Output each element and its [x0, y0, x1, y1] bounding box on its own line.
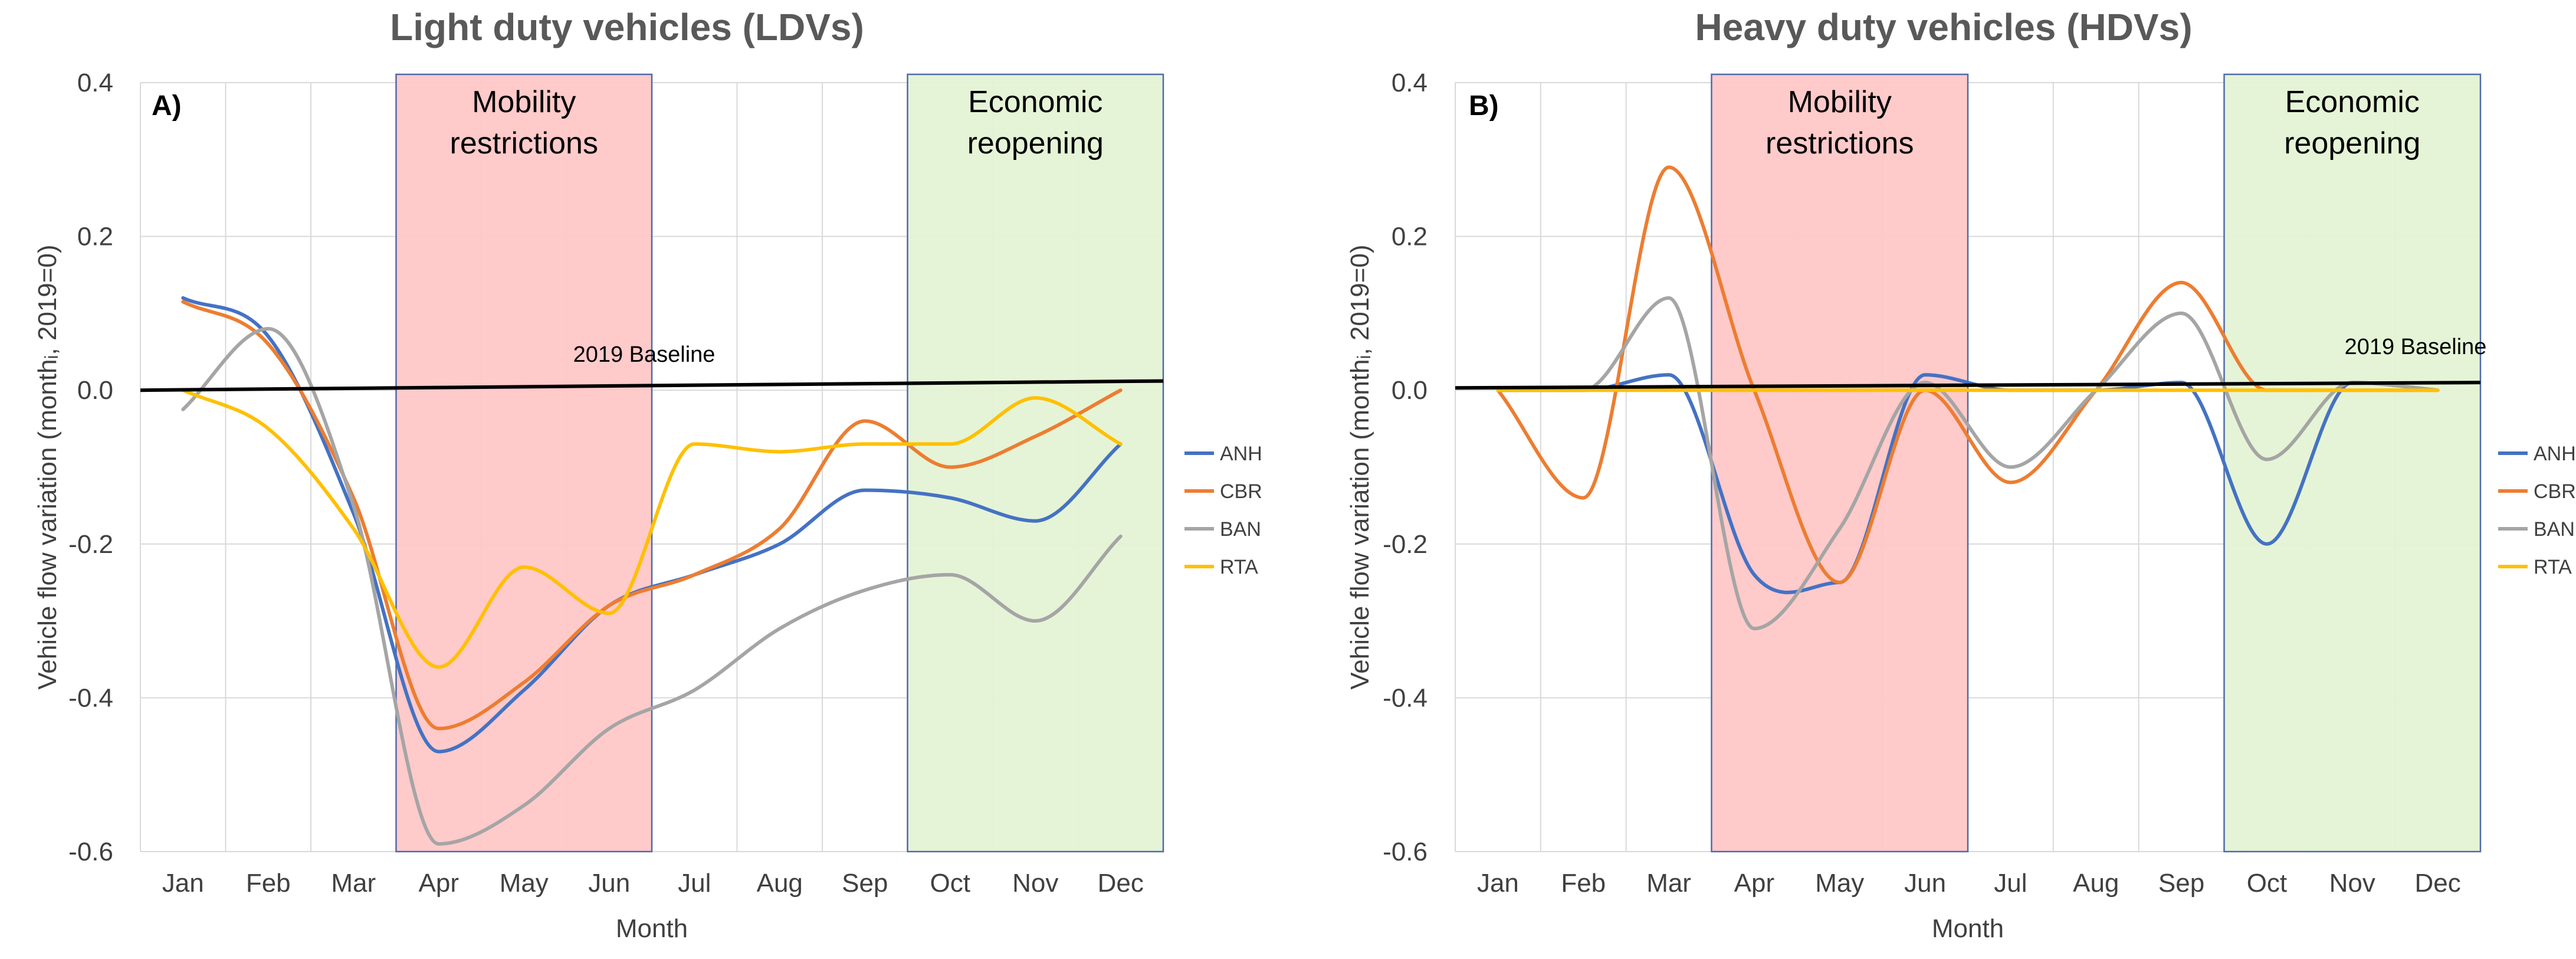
legend-label: ANH — [2534, 443, 2576, 465]
x-axis-label: Month — [616, 914, 688, 943]
y-tick-label: -0.4 — [1383, 683, 1428, 712]
x-tick-label: Oct — [930, 869, 970, 898]
x-tick-label: Jul — [678, 869, 711, 898]
y-tick-label: 0.4 — [77, 68, 113, 97]
legend-label: RTA — [1220, 556, 1258, 578]
y-axis-label: Vehicle flow variation (monthᵢ, 2019=0) — [1346, 244, 1374, 689]
baseline-label: 2019 Baseline — [573, 342, 716, 367]
x-tick-label: Nov — [1012, 869, 1058, 898]
mobility-restrictions-region — [1711, 73, 1969, 853]
x-tick-label: Aug — [757, 869, 803, 898]
shaded-region-label: Mobility — [1788, 85, 1892, 119]
y-tick-label: -0.4 — [68, 683, 113, 712]
shaded-region-label: reopening — [2284, 126, 2420, 161]
economic-reopening-region — [907, 73, 1164, 853]
y-tick-label: 0.0 — [77, 376, 113, 405]
x-tick-label: Jun — [588, 869, 630, 898]
y-tick-label: -0.2 — [1383, 530, 1428, 559]
y-tick-label: -0.6 — [68, 837, 113, 866]
x-tick-label: Nov — [2329, 869, 2375, 898]
x-tick-label: May — [500, 869, 549, 898]
y-tick-label: 0.0 — [1392, 376, 1428, 405]
x-tick-label: Jun — [1904, 869, 1946, 898]
series-line-cbr — [1496, 165, 2440, 584]
x-axis-label: Month — [1932, 914, 2004, 943]
series-line-rta — [181, 388, 1123, 669]
economic-reopening-region — [2223, 73, 2482, 853]
panel-label: A) — [152, 90, 182, 122]
y-tick-label: -0.2 — [68, 530, 113, 559]
panel-b: Heavy duty vehicles (HDVs) Mobility restri… — [1346, 6, 2576, 943]
legend-label: RTA — [2534, 556, 2572, 578]
y-axis-label: Vehicle flow variation (monthᵢ, 2019=0) — [33, 244, 62, 689]
x-tick-label: Dec — [1098, 869, 1144, 898]
shaded-region-label: Economic — [968, 85, 1102, 119]
x-tick-label: Sep — [842, 869, 888, 898]
mobility-restrictions-region — [395, 73, 653, 853]
chart-title: Heavy duty vehicles (HDVs) — [1695, 6, 2193, 48]
baseline-line — [140, 379, 1164, 392]
shaded-region-label: restrictions — [1766, 126, 1914, 161]
x-tick-label: Jul — [1994, 869, 2027, 898]
chart-title: Light duty vehicles (LDVs) — [390, 6, 864, 48]
panel-label: B) — [1469, 90, 1499, 122]
y-tick-label: 0.4 — [1392, 68, 1428, 97]
panel-a: Light duty vehicles (LDVs) Mobility restri… — [33, 6, 1262, 943]
shaded-region-label: reopening — [967, 126, 1104, 161]
legend-label: BAN — [2534, 518, 2575, 541]
legend-label: ANH — [1220, 443, 1262, 465]
x-tick-label: Dec — [2414, 869, 2460, 898]
y-tick-label: -0.6 — [1383, 837, 1428, 866]
y-tick-label: 0.2 — [1392, 222, 1428, 251]
shaded-region-label: Economic — [2285, 85, 2420, 119]
x-tick-label: Sep — [2158, 869, 2204, 898]
x-tick-label: Aug — [2073, 869, 2119, 898]
shaded-region-label: restrictions — [450, 126, 598, 161]
x-tick-label: Oct — [2247, 869, 2287, 898]
baseline-line — [1455, 381, 2481, 390]
baseline-label: 2019 Baseline — [2345, 335, 2487, 359]
legend-label: BAN — [1220, 518, 1261, 541]
x-tick-label: Feb — [246, 869, 291, 898]
y-tick-label: 0.2 — [77, 222, 113, 251]
x-tick-label: Mar — [331, 869, 376, 898]
series-line-anh — [1496, 373, 2440, 594]
x-tick-label: Apr — [1734, 869, 1774, 898]
series-line-ban — [181, 326, 1123, 846]
x-tick-label: Apr — [419, 869, 459, 898]
x-tick-label: Mar — [1646, 869, 1691, 898]
x-tick-label: Feb — [1561, 869, 1606, 898]
legend-label: CBR — [2534, 480, 2576, 503]
x-tick-label: Jan — [162, 869, 204, 898]
legend-label: CBR — [1220, 480, 1262, 503]
x-tick-label: Jan — [1477, 869, 1519, 898]
series-line-cbr — [181, 300, 1123, 731]
x-tick-label: May — [1815, 869, 1864, 898]
shaded-region-label: Mobility — [472, 85, 576, 119]
